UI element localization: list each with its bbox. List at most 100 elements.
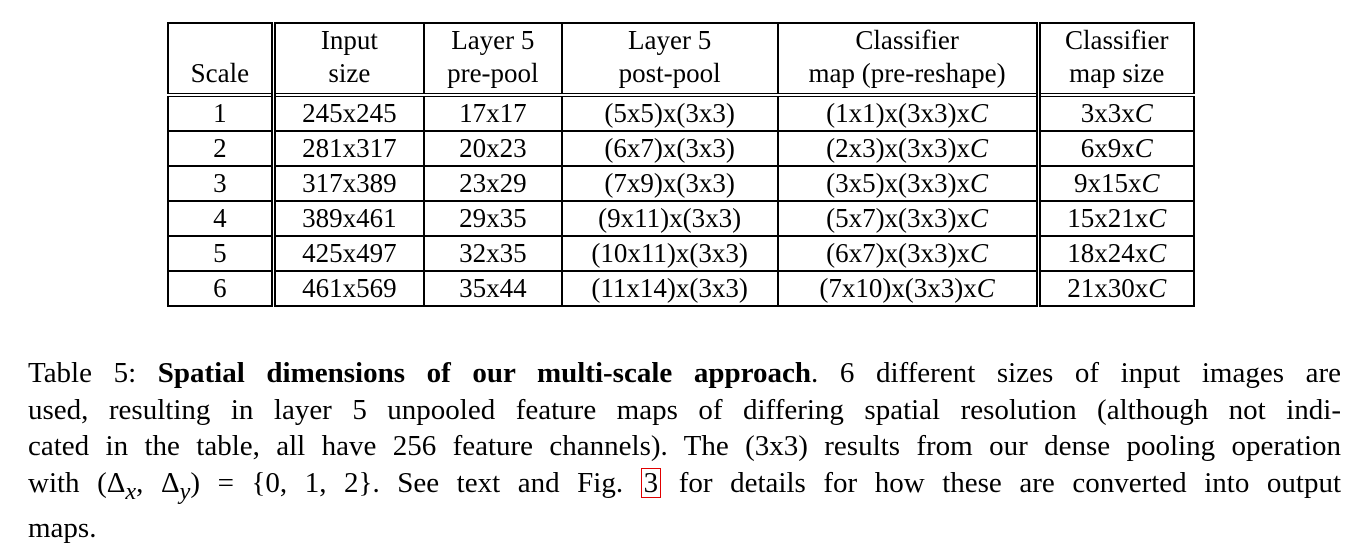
header-classifier-map: Classifier map (pre-reshape) bbox=[777, 23, 1041, 95]
caption-math-sub-y: y bbox=[179, 477, 191, 505]
header-classifier-map-line2: map (pre-reshape) bbox=[808, 58, 1006, 88]
cell-prepool: 35x44 bbox=[423, 271, 563, 306]
header-layer5-prepool-line1: Layer 5 bbox=[451, 25, 535, 55]
header-input-size-line2: size bbox=[328, 58, 371, 88]
cell-classifier-map-size-text: 3x3x bbox=[1080, 98, 1135, 128]
header-scale: Scale bbox=[166, 23, 276, 95]
cell-scale: 4 bbox=[166, 201, 276, 236]
class-count-var: C bbox=[970, 168, 989, 198]
cell-input-size: 461x569 bbox=[273, 271, 425, 306]
table-row: 5 425x497 32x35 (10x11)x(3x3) (6x7)x(3x3… bbox=[166, 236, 1195, 271]
cell-postpool: (6x7)x(3x3) bbox=[561, 131, 779, 166]
cell-classifier-map-text: (1x1)x(3x3)x bbox=[826, 98, 971, 128]
cell-classifier-map-size: 6x9xC bbox=[1038, 131, 1195, 166]
table-caption: Table 5: Spatial dimensions of our multi… bbox=[28, 355, 1341, 546]
cell-classifier-map-text: (6x7)x(3x3)x bbox=[826, 238, 971, 268]
cell-prepool: 17x17 bbox=[423, 95, 563, 131]
class-count-var: C bbox=[970, 203, 989, 233]
cell-classifier-map: (6x7)x(3x3)xC bbox=[777, 236, 1041, 271]
caption-line1-rest: . 6 different sizes of input images are bbox=[810, 357, 1341, 389]
cell-classifier-map: (5x7)x(3x3)xC bbox=[777, 201, 1041, 236]
class-count-var: C bbox=[976, 273, 995, 303]
cell-classifier-map: (1x1)x(3x3)xC bbox=[777, 95, 1041, 131]
caption-line-3: cated in the table, all have 256 feature… bbox=[28, 430, 1341, 462]
class-count-var: C bbox=[1148, 273, 1167, 303]
cell-classifier-map-size: 21x30xC bbox=[1038, 271, 1195, 306]
dimensions-table-container: Scale Input size Layer 5 pre-pool Layer … bbox=[166, 22, 1195, 307]
header-layer5-postpool: Layer 5 post-pool bbox=[561, 23, 779, 95]
caption-line-5: maps. bbox=[28, 511, 97, 544]
cell-classifier-map-size-text: 21x30x bbox=[1067, 273, 1149, 303]
header-layer5-prepool: Layer 5 pre-pool bbox=[423, 23, 563, 95]
class-count-var: C bbox=[970, 133, 989, 163]
class-count-var: C bbox=[1148, 238, 1167, 268]
cell-postpool: (7x9)x(3x3) bbox=[561, 166, 779, 201]
table-row: 2 281x317 20x23 (6x7)x(3x3) (2x3)x(3x3)x… bbox=[166, 131, 1195, 166]
caption-line-1: Table 5: Spatial dimensions of our multi… bbox=[28, 355, 1341, 392]
table-row: 6 461x569 35x44 (11x14)x(3x3) (7x10)x(3x… bbox=[166, 271, 1195, 306]
header-input-size: Input size bbox=[273, 23, 425, 95]
caption-bold-title: Spatial dimensions of our multi-scale ap… bbox=[157, 357, 811, 389]
caption-math-mid: , Δ bbox=[136, 466, 180, 499]
header-layer5-prepool-line2: pre-pool bbox=[447, 58, 539, 88]
cell-classifier-map-size-text: 18x24x bbox=[1067, 238, 1149, 268]
header-layer5-postpool-line1: Layer 5 bbox=[628, 25, 712, 55]
header-input-size-line1: Input bbox=[320, 25, 378, 55]
cell-postpool: (11x14)x(3x3) bbox=[561, 271, 779, 306]
cell-postpool: (5x5)x(3x3) bbox=[561, 95, 779, 131]
class-count-var: C bbox=[1134, 98, 1153, 128]
caption-label: Table 5: bbox=[28, 357, 137, 389]
cell-classifier-map-size: 3x3xC bbox=[1038, 95, 1195, 131]
cell-postpool: (9x11)x(3x3) bbox=[561, 201, 779, 236]
caption-line-4: with (Δx, Δy) = {0, 1, 2}. See text and … bbox=[28, 465, 1341, 510]
caption-math-sub-x: x bbox=[125, 477, 137, 505]
caption-line4-tail: for details for how these are converted … bbox=[678, 466, 1341, 499]
cell-scale: 5 bbox=[166, 236, 276, 271]
cell-prepool: 29x35 bbox=[423, 201, 563, 236]
class-count-var: C bbox=[1141, 168, 1160, 198]
cell-scale: 2 bbox=[166, 131, 276, 166]
cell-input-size: 389x461 bbox=[273, 201, 425, 236]
table-row: 4 389x461 29x35 (9x11)x(3x3) (5x7)x(3x3)… bbox=[166, 201, 1195, 236]
cell-postpool: (10x11)x(3x3) bbox=[561, 236, 779, 271]
cell-prepool: 32x35 bbox=[423, 236, 563, 271]
cell-classifier-map-size: 18x24xC bbox=[1038, 236, 1195, 271]
cell-classifier-map-text: (2x3)x(3x3)x bbox=[826, 133, 971, 163]
cell-classifier-map-size: 9x15xC bbox=[1038, 166, 1195, 201]
caption-line-2: used, resulting in layer 5 unpooled feat… bbox=[28, 393, 1341, 426]
cell-classifier-map: (3x5)x(3x3)xC bbox=[777, 166, 1041, 201]
cell-classifier-map: (7x10)x(3x3)xC bbox=[777, 271, 1041, 306]
cell-scale: 3 bbox=[166, 166, 276, 201]
header-scale-line2: Scale bbox=[190, 58, 250, 88]
header-classifier-map-size-line2: map size bbox=[1069, 58, 1165, 88]
header-row: Scale Input size Layer 5 pre-pool Layer … bbox=[166, 23, 1195, 95]
cell-classifier-map-text: (7x10)x(3x3)x bbox=[819, 273, 977, 303]
cell-scale: 1 bbox=[166, 95, 276, 131]
cell-scale: 6 bbox=[166, 271, 276, 306]
class-count-var: C bbox=[1134, 133, 1153, 163]
figure-reference-link[interactable]: 3 bbox=[640, 467, 662, 498]
header-classifier-map-size-line1: Classifier bbox=[1065, 25, 1169, 55]
cell-classifier-map-text: (3x5)x(3x3)x bbox=[826, 168, 971, 198]
cell-input-size: 245x245 bbox=[273, 95, 425, 131]
caption-math-close: ) = {0, 1, 2}. See text and Fig. bbox=[190, 466, 624, 499]
cell-classifier-map: (2x3)x(3x3)xC bbox=[777, 131, 1041, 166]
header-layer5-postpool-line2: post-pool bbox=[618, 58, 721, 88]
table-body: 1 245x245 17x17 (5x5)x(3x3) (1x1)x(3x3)x… bbox=[166, 95, 1195, 306]
table-row: 1 245x245 17x17 (5x5)x(3x3) (1x1)x(3x3)x… bbox=[166, 95, 1195, 131]
cell-prepool: 20x23 bbox=[423, 131, 563, 166]
class-count-var: C bbox=[970, 98, 989, 128]
cell-prepool: 23x29 bbox=[423, 166, 563, 201]
class-count-var: C bbox=[1148, 203, 1167, 233]
header-classifier-map-line1: Classifier bbox=[855, 25, 959, 55]
caption-math-open: with (Δ bbox=[28, 466, 126, 499]
cell-classifier-map-size-text: 6x9x bbox=[1080, 133, 1135, 163]
class-count-var: C bbox=[970, 238, 989, 268]
table-header: Scale Input size Layer 5 pre-pool Layer … bbox=[166, 23, 1195, 95]
header-classifier-map-size: Classifier map size bbox=[1038, 23, 1195, 95]
spatial-dimensions-table: Scale Input size Layer 5 pre-pool Layer … bbox=[166, 22, 1195, 307]
cell-classifier-map-size: 15x21xC bbox=[1038, 201, 1195, 236]
cell-input-size: 281x317 bbox=[273, 131, 425, 166]
table-row: 3 317x389 23x29 (7x9)x(3x3) (3x5)x(3x3)x… bbox=[166, 166, 1195, 201]
cell-classifier-map-text: (5x7)x(3x3)x bbox=[826, 203, 971, 233]
